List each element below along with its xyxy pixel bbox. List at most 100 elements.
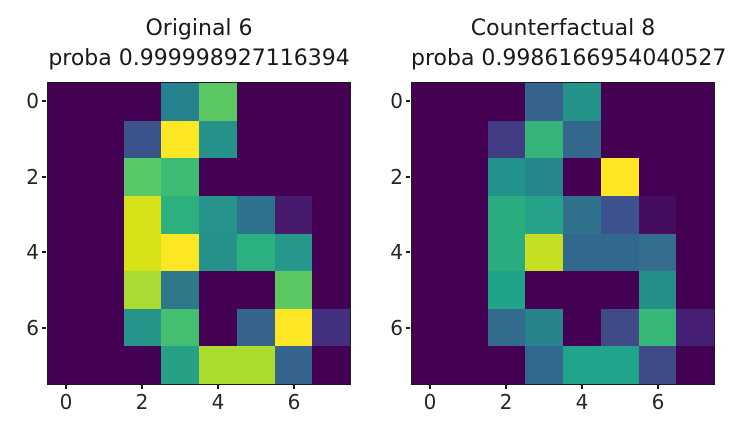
x-tick-label: 2: [499, 390, 513, 414]
heatmap-cell: [199, 83, 237, 121]
y-tick-label: 2: [26, 164, 39, 189]
heatmap-cell: [676, 271, 714, 309]
x-tick-label: 0: [59, 390, 73, 414]
heatmap-cell: [487, 308, 526, 347]
heatmap-cell: [638, 158, 677, 196]
heatmap-cell: [274, 271, 313, 309]
heatmap-cell: [676, 120, 714, 159]
heatmap-cell: [123, 233, 162, 272]
heatmap-cell: [48, 346, 86, 384]
heatmap-cell: [525, 346, 563, 384]
heatmap-cell: [123, 158, 162, 196]
heatmap-cell: [312, 158, 350, 196]
heatmap-cell: [274, 233, 313, 272]
heatmap-cell: [274, 195, 313, 234]
heatmap-cell: [676, 158, 714, 196]
heatmap-cell: [563, 195, 601, 234]
y-tick-label: 6: [390, 316, 403, 341]
heatmap-cell: [312, 233, 350, 272]
x-tick-label: 6: [287, 390, 301, 414]
heatmap-cell: [161, 158, 199, 196]
heatmap-cell: [638, 308, 677, 347]
heatmap-cell: [48, 158, 86, 196]
y-tick-mark: [406, 175, 410, 178]
heatmap-cell: [487, 120, 526, 159]
heatmap-cell: [638, 83, 677, 121]
panel-title-counterfactual: Counterfactual 8 proba 0.998616695404052…: [411, 14, 726, 74]
heatmap-cell: [487, 346, 526, 384]
heatmap-cell: [85, 120, 124, 159]
heatmap-cell: [199, 120, 237, 159]
heatmap-cell: [600, 233, 639, 272]
heatmap-cell: [85, 158, 124, 196]
panel-title-original: Original 6 proba 0.999998927116394: [47, 14, 351, 74]
heatmap-cell: [412, 120, 450, 159]
heatmap-cell: [236, 233, 275, 272]
heatmap-cell: [48, 83, 86, 121]
heatmap-cell: [236, 271, 275, 309]
heatmap-cell: [449, 233, 488, 272]
heatmap-cell: [600, 271, 639, 309]
heatmap-cell: [412, 158, 450, 196]
heatmap-cell: [161, 233, 199, 272]
heatmap-cell: [161, 271, 199, 309]
heatmap-cell: [600, 83, 639, 121]
heatmap-cell: [85, 346, 124, 384]
heatmap-cell: [676, 233, 714, 272]
title-line-proba: proba 0.999998927116394: [48, 46, 350, 71]
y-tick-mark: [406, 251, 410, 254]
heatmap-cell: [525, 83, 563, 121]
heatmap-cell: [600, 158, 639, 196]
x-tick-label: 4: [211, 390, 225, 414]
x-tick-label: 2: [135, 390, 149, 414]
heatmap-cell: [161, 120, 199, 159]
title-line-class: Counterfactual 8: [470, 16, 656, 41]
heatmap-cell: [123, 308, 162, 347]
heatmap-cell: [199, 233, 237, 272]
heatmap-cell: [85, 233, 124, 272]
heatmap-cell: [525, 195, 563, 234]
heatmap-cell: [487, 271, 526, 309]
heatmap-cell: [161, 308, 199, 347]
heatmap-cell: [48, 308, 86, 347]
heatmap-cell: [274, 346, 313, 384]
heatmap-cell: [123, 346, 162, 384]
heatmap-cell: [48, 271, 86, 309]
heatmap-cell: [123, 271, 162, 309]
heatmap-cell: [48, 233, 86, 272]
heatmap-cell: [85, 308, 124, 347]
heatmap-cell: [676, 346, 714, 384]
heatmap-cell: [600, 308, 639, 347]
y-tick-label: 2: [390, 164, 403, 189]
heatmap-cell: [161, 195, 199, 234]
heatmap-cell: [638, 233, 677, 272]
heatmap-cell: [487, 233, 526, 272]
y-tick-label: 0: [390, 88, 403, 113]
heatmap-cell: [449, 83, 488, 121]
heatmap-cell: [412, 233, 450, 272]
heatmap-cell: [412, 271, 450, 309]
heatmap-cell: [449, 308, 488, 347]
heatmap-cell: [199, 195, 237, 234]
y-tick-mark: [42, 99, 46, 102]
heatmap-cell: [123, 195, 162, 234]
heatmap-cell: [236, 346, 275, 384]
heatmap-cell: [600, 120, 639, 159]
heatmap-cell: [638, 271, 677, 309]
y-tick-label: 0: [26, 88, 39, 113]
heatmap-cell: [676, 308, 714, 347]
heatmap-cell: [412, 195, 450, 234]
heatmap-cell: [274, 83, 313, 121]
heatmap-cell: [312, 83, 350, 121]
heatmap-cell: [161, 83, 199, 121]
heatmap-axes-original: [47, 82, 351, 385]
heatmap-cell: [199, 158, 237, 196]
y-tick-mark: [406, 99, 410, 102]
y-tick-mark: [42, 251, 46, 254]
heatmap-cell: [199, 271, 237, 309]
heatmap-cell: [85, 195, 124, 234]
x-tick-label: 4: [575, 390, 589, 414]
heatmap-cell: [48, 120, 86, 159]
heatmap-cell: [638, 120, 677, 159]
